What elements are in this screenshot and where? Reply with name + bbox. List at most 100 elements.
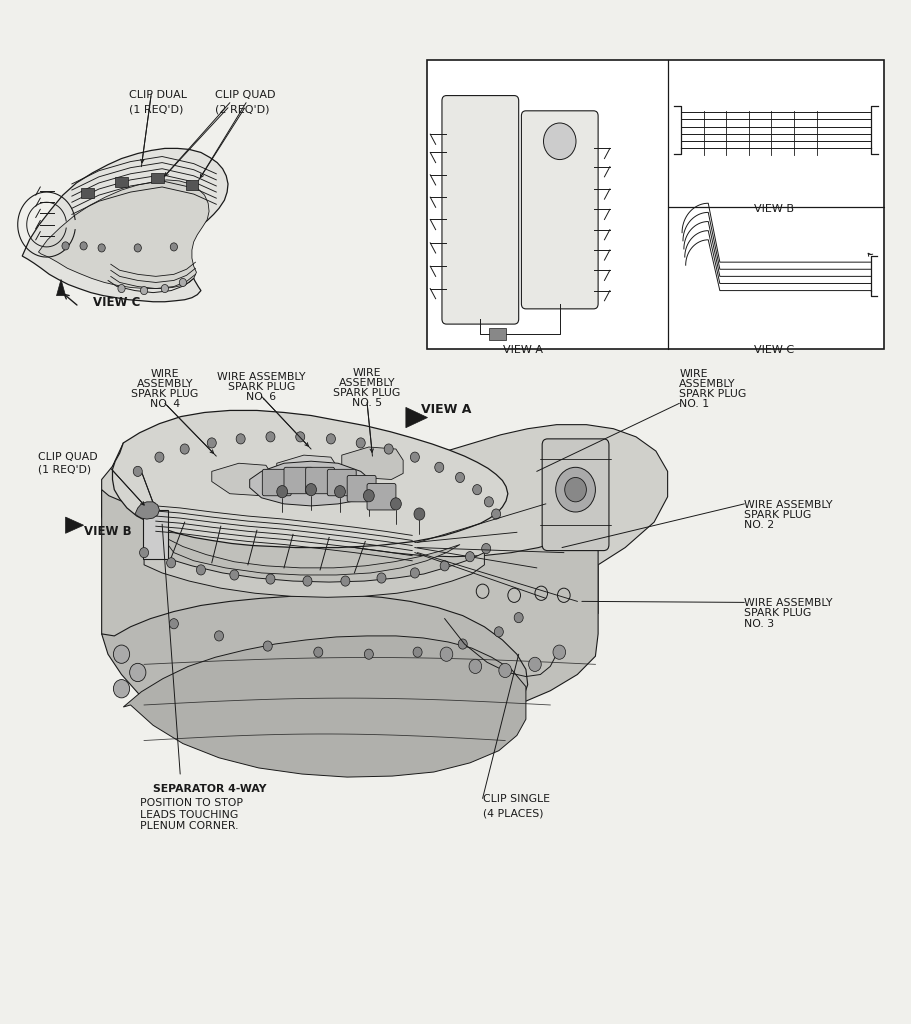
- Text: WIRE: WIRE: [680, 369, 708, 379]
- FancyBboxPatch shape: [347, 475, 376, 502]
- Polygon shape: [66, 517, 84, 534]
- Text: WIRE: WIRE: [150, 369, 179, 379]
- Polygon shape: [102, 443, 463, 627]
- Text: VIEW C: VIEW C: [754, 345, 794, 355]
- Text: SPARK PLUG: SPARK PLUG: [333, 388, 401, 398]
- Text: NO. 1: NO. 1: [680, 399, 710, 410]
- Circle shape: [458, 639, 467, 649]
- Text: NO. 3: NO. 3: [744, 618, 774, 629]
- Text: LEADS TOUCHING: LEADS TOUCHING: [139, 810, 238, 819]
- Circle shape: [263, 641, 272, 651]
- Circle shape: [363, 489, 374, 502]
- FancyBboxPatch shape: [262, 469, 292, 496]
- Polygon shape: [56, 280, 66, 296]
- Circle shape: [277, 485, 288, 498]
- Circle shape: [208, 438, 216, 449]
- Bar: [426, 60, 885, 349]
- Text: POSITION TO STOP: POSITION TO STOP: [139, 799, 242, 808]
- FancyBboxPatch shape: [306, 467, 334, 494]
- Polygon shape: [211, 463, 273, 496]
- Text: VIEW B: VIEW B: [754, 204, 794, 214]
- Circle shape: [414, 508, 425, 520]
- Circle shape: [306, 483, 316, 496]
- Circle shape: [155, 452, 164, 462]
- Polygon shape: [342, 447, 404, 479]
- FancyBboxPatch shape: [284, 467, 312, 494]
- Text: SPARK PLUG: SPARK PLUG: [744, 608, 812, 618]
- Circle shape: [313, 647, 322, 657]
- Text: SEPARATOR 4-WAY: SEPARATOR 4-WAY: [153, 784, 267, 795]
- Circle shape: [303, 575, 312, 586]
- Circle shape: [266, 574, 275, 584]
- Polygon shape: [406, 408, 427, 428]
- Circle shape: [553, 645, 566, 659]
- FancyBboxPatch shape: [521, 111, 599, 309]
- Text: (1 REQ'D): (1 REQ'D): [38, 464, 92, 474]
- Circle shape: [266, 432, 275, 442]
- Polygon shape: [162, 529, 460, 574]
- FancyBboxPatch shape: [327, 469, 356, 496]
- Polygon shape: [123, 636, 526, 777]
- Circle shape: [356, 438, 365, 449]
- Circle shape: [492, 509, 501, 519]
- Bar: [151, 173, 164, 183]
- Polygon shape: [135, 502, 159, 519]
- Text: CLIP QUAD: CLIP QUAD: [38, 452, 98, 462]
- Circle shape: [482, 544, 491, 554]
- Circle shape: [456, 472, 465, 482]
- Text: WIRE ASSEMBLY: WIRE ASSEMBLY: [217, 372, 306, 382]
- Circle shape: [440, 561, 449, 571]
- Circle shape: [62, 242, 69, 250]
- Circle shape: [528, 657, 541, 672]
- Text: (1 REQ'D): (1 REQ'D): [128, 104, 183, 115]
- Text: NO. 2: NO. 2: [744, 520, 774, 530]
- Circle shape: [495, 627, 504, 637]
- Polygon shape: [102, 425, 668, 613]
- Circle shape: [230, 570, 239, 580]
- Text: (2 REQ'D): (2 REQ'D): [215, 104, 270, 115]
- Circle shape: [113, 645, 129, 664]
- FancyBboxPatch shape: [442, 95, 518, 325]
- Circle shape: [364, 649, 374, 659]
- Circle shape: [391, 498, 402, 510]
- Text: NO. 6: NO. 6: [246, 392, 277, 402]
- Circle shape: [334, 485, 345, 498]
- Circle shape: [169, 618, 179, 629]
- Text: WIRE: WIRE: [353, 368, 382, 378]
- Text: SPARK PLUG: SPARK PLUG: [744, 510, 812, 520]
- Circle shape: [473, 484, 482, 495]
- Circle shape: [140, 287, 148, 295]
- Circle shape: [180, 444, 189, 454]
- Circle shape: [113, 680, 129, 698]
- FancyBboxPatch shape: [367, 483, 396, 510]
- Circle shape: [440, 647, 453, 662]
- Text: SPARK PLUG: SPARK PLUG: [680, 389, 747, 399]
- Text: CLIP SINGLE: CLIP SINGLE: [483, 795, 549, 805]
- Text: SPARK PLUG: SPARK PLUG: [131, 389, 199, 399]
- Text: SPARK PLUG: SPARK PLUG: [228, 382, 295, 392]
- Polygon shape: [102, 595, 527, 753]
- Polygon shape: [144, 550, 485, 597]
- Circle shape: [214, 631, 223, 641]
- Circle shape: [413, 647, 422, 657]
- Circle shape: [435, 462, 444, 472]
- Circle shape: [98, 244, 106, 252]
- Circle shape: [377, 573, 386, 583]
- Circle shape: [556, 467, 596, 512]
- Circle shape: [469, 659, 482, 674]
- Circle shape: [565, 477, 587, 502]
- Text: CLIP DUAL: CLIP DUAL: [128, 90, 187, 100]
- Text: VIEW A: VIEW A: [503, 345, 543, 355]
- Circle shape: [129, 664, 146, 682]
- Text: ASSEMBLY: ASSEMBLY: [680, 379, 736, 389]
- Text: ASSEMBLY: ASSEMBLY: [137, 379, 193, 389]
- Circle shape: [296, 432, 305, 442]
- Circle shape: [384, 444, 394, 454]
- Bar: [489, 328, 506, 340]
- Bar: [143, 510, 169, 559]
- Text: NO. 5: NO. 5: [352, 398, 382, 409]
- Circle shape: [170, 243, 178, 251]
- Bar: [81, 188, 94, 199]
- Circle shape: [485, 497, 494, 507]
- Text: VIEW B: VIEW B: [84, 525, 131, 539]
